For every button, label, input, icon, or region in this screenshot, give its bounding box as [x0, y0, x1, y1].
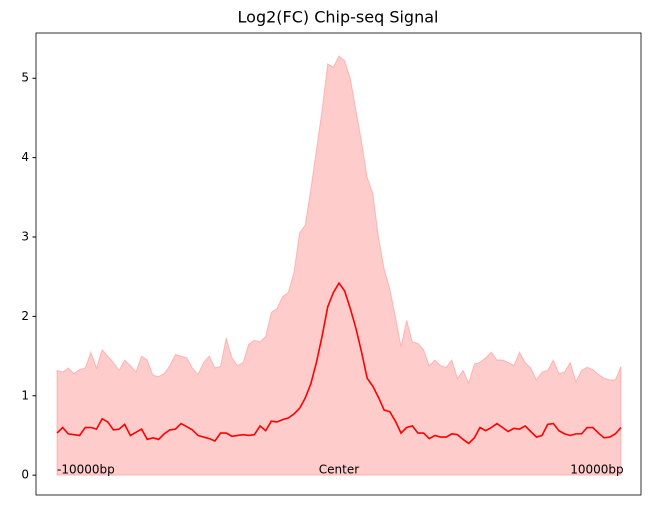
annotation: Center: [319, 463, 359, 477]
line: [56, 281, 622, 445]
annotation: -10000bp: [57, 463, 115, 477]
y-tick-label: 3: [21, 230, 29, 244]
y-tick-label: 0: [21, 468, 29, 482]
y-tick-label: 5: [21, 71, 29, 85]
y-tick-label: 2: [21, 309, 29, 323]
band: [56, 55, 622, 476]
annotation: 10000bp: [570, 463, 623, 477]
y-tick-label: 4: [21, 150, 29, 164]
plot-frame: [35, 32, 642, 496]
chart-title: Log2(FC) Chip-seq Signal: [238, 8, 439, 27]
y-tick-label: 1: [21, 388, 29, 402]
